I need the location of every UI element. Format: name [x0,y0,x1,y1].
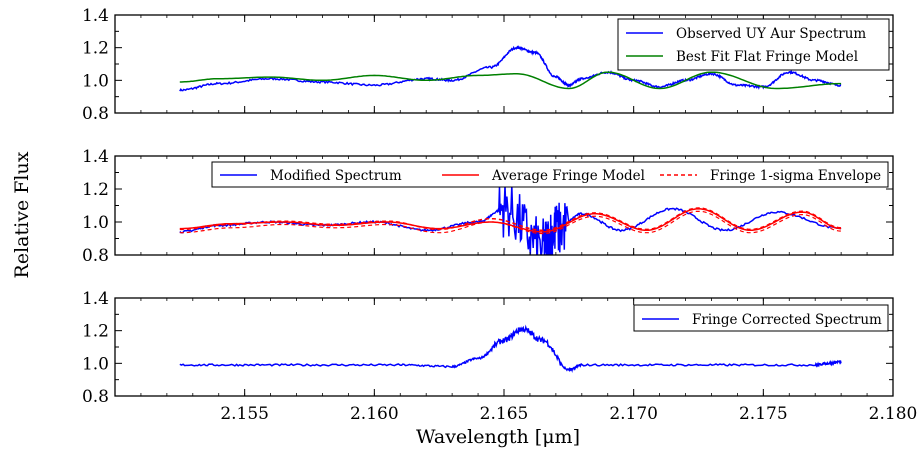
series-line-2-3 [179,207,842,232]
series-line-1-2 [179,71,842,90]
legend-label: Observed UY Aur Spectrum [676,26,866,42]
legend-box [617,18,890,71]
x-tick-label: 2.155 [220,404,269,424]
legend-1: Observed UY Aur Spectrum Best Fit Flat Fr… [617,18,890,71]
series-line-2-2 [179,208,842,233]
y-axis-label: Relative Flux [11,151,33,278]
panel-1: 0.8 1.0 1.2 1.4 Observed UY Aur Spectrum Best… [82,6,894,124]
series-line-1-1 [179,45,842,92]
panel-2: 0.8 1.0 1.2 1.4 Modified Spectrum Average Fri… [82,147,894,266]
y-tick-label: 1.2 [82,180,109,200]
y-tick-label: 1.4 [82,289,109,309]
legend-2: Modified Spectrum Average Fringe Model Fri… [211,161,889,188]
legend-label: Modified Spectrum [270,168,402,184]
y-tick-label: 1.2 [82,39,109,59]
series-envelope-lower-2 [179,210,842,235]
legend-label: Best Fit Flat Fringe Model [676,49,858,65]
x-tick-label: 2.170 [609,404,658,424]
panels-group: 0.8 1.0 1.2 1.4 Observed UY Aur Spectrum Best… [82,6,917,424]
series-line-2-1 [179,185,842,255]
series-line-3-1 [179,324,842,374]
y-tick-label: 1.4 [82,147,109,167]
legend-label: Average Fringe Model [491,168,645,184]
y-tick-label: 1.4 [82,6,109,26]
x-tick-label: 2.175 [739,404,788,424]
y-tick-label: 0.8 [82,104,109,124]
x-tick-label: 2.180 [869,404,918,424]
y-tick-label: 1.0 [82,71,109,91]
x-tick-label: 2.165 [480,404,529,424]
legend-box [211,161,889,188]
legend-box [633,304,889,332]
x-tick-label: 2.160 [350,404,399,424]
panel-3: 0.8 1.0 1.2 1.4 2.155 2.160 2.165 2.170 2.175 2.1… [82,289,917,424]
legend-label: Fringe 1-sigma Envelope [710,168,881,184]
y-tick-label: 1.0 [82,213,109,233]
legend-3: Fringe Corrected Spectrum [633,304,889,332]
x-axis-label: Wavelength [μm] [416,426,580,448]
y-tick-label: 1.0 [82,354,109,374]
y-tick-label: 0.8 [82,246,109,266]
legend-label: Fringe Corrected Spectrum [692,312,882,328]
y-tick-label: 0.8 [82,387,109,407]
y-tick-label: 1.2 [82,322,109,342]
